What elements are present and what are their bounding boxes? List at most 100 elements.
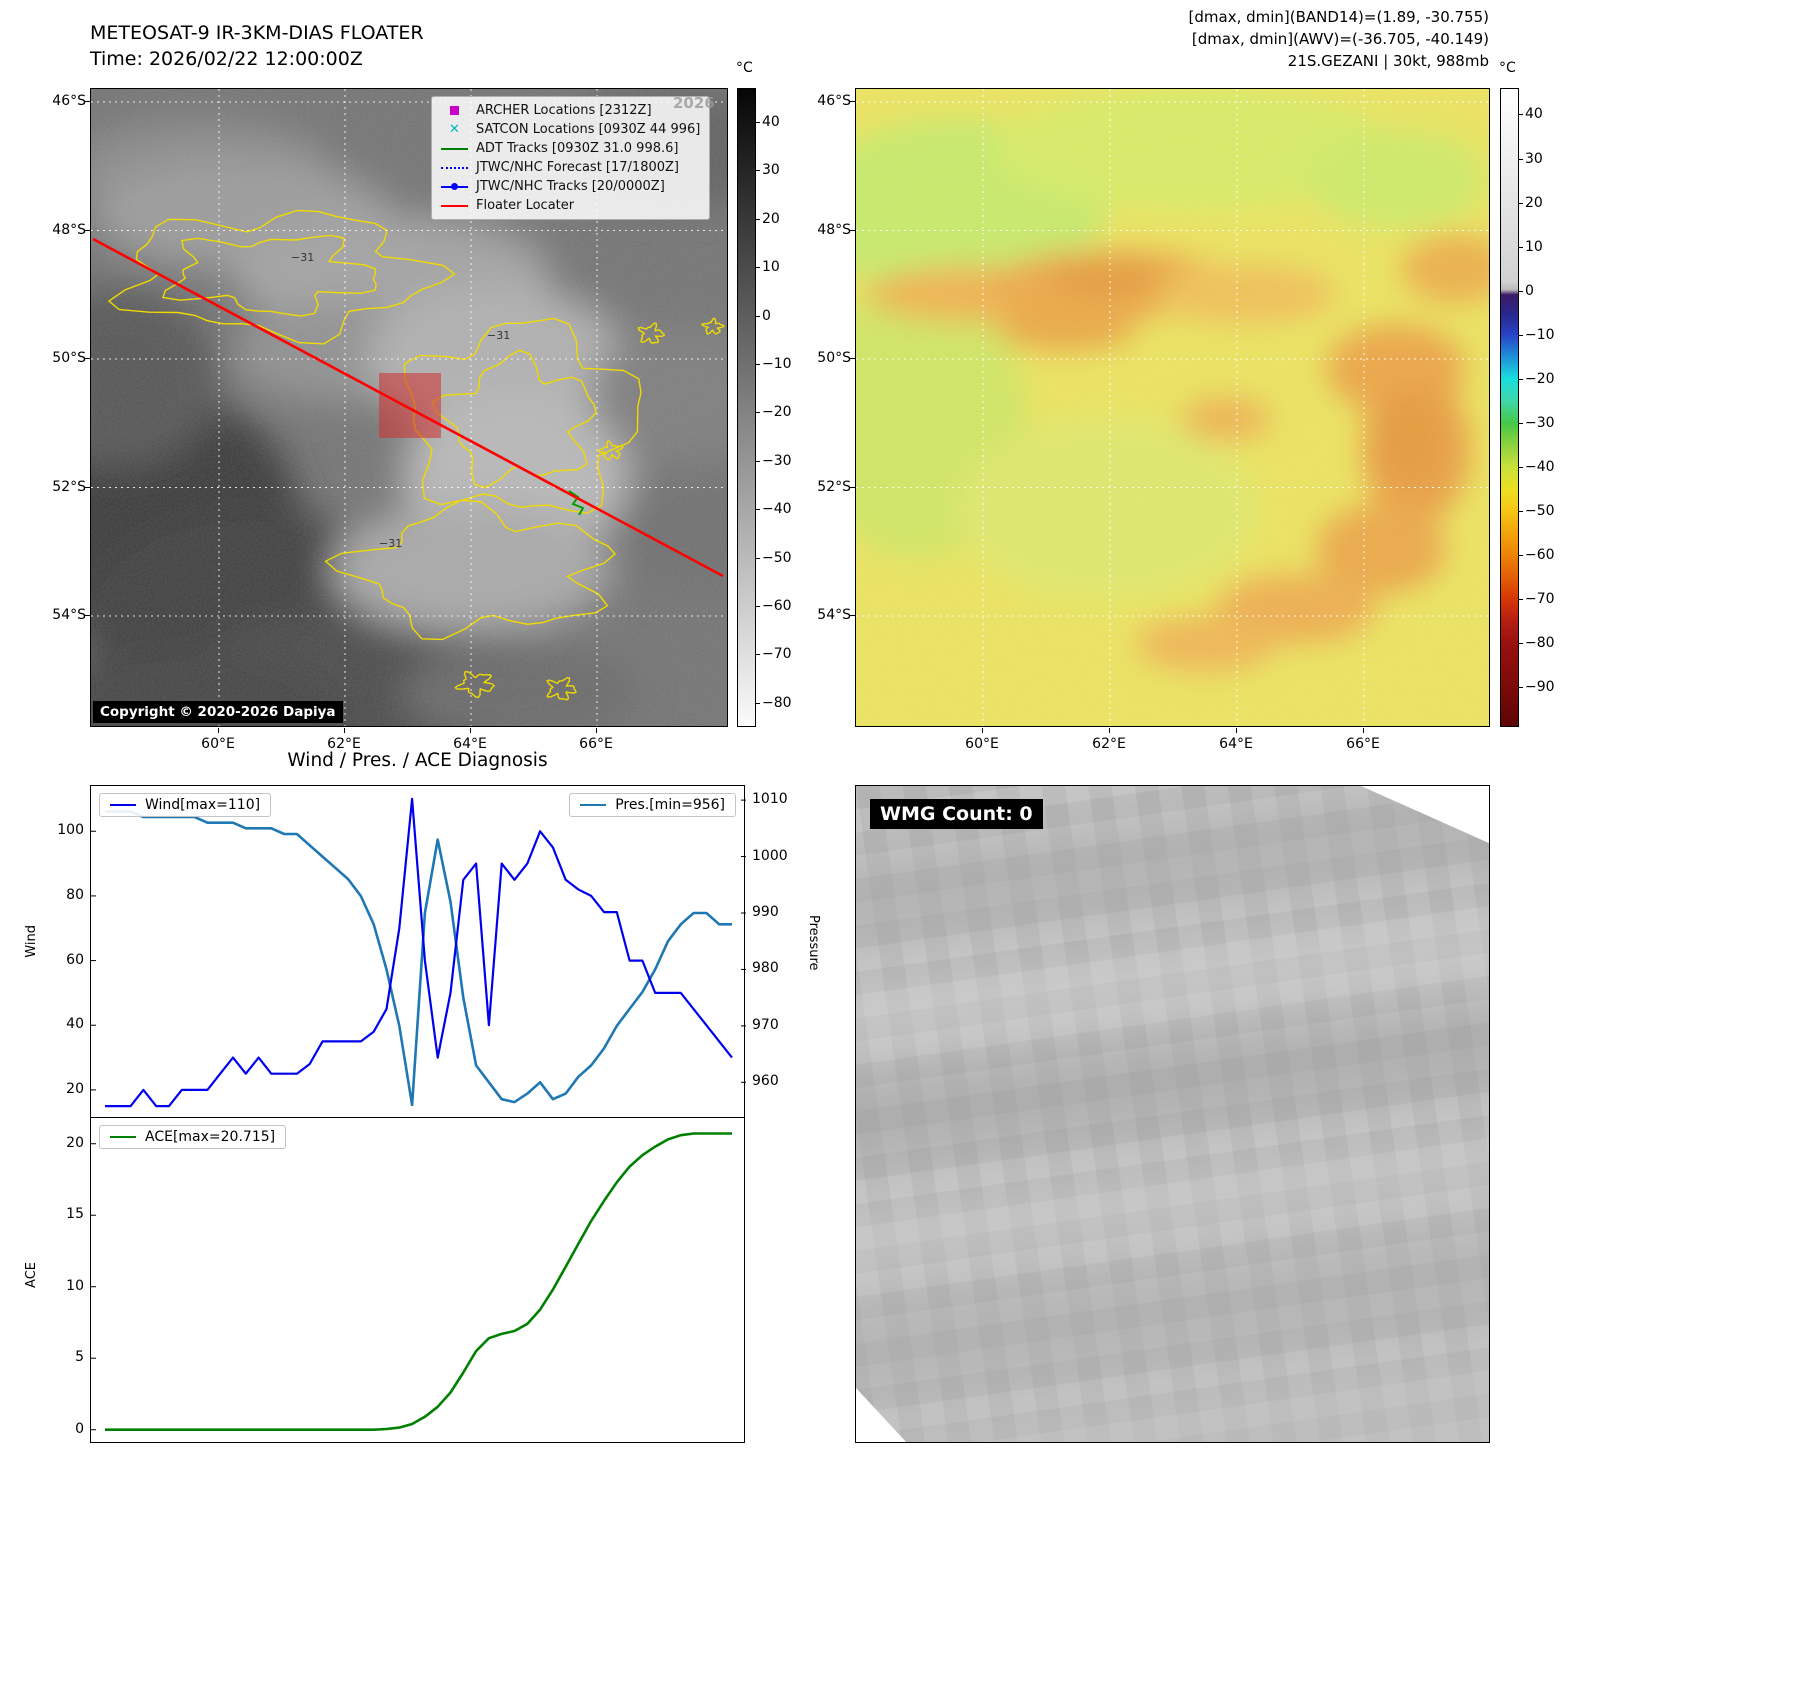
awv-header-awv: [dmax, dmin](AWV)=(-36.705, -40.149): [1191, 30, 1489, 48]
ir-satellite-map: −31 −31 −31 ARCHER Locations [2312Z] ✕ SATCO…: [90, 88, 728, 727]
awv-colorbar-tick: −20: [1525, 370, 1555, 387]
ace-axis-tick: 20: [66, 1134, 84, 1151]
ir-colorbar-tick: 20: [762, 210, 780, 227]
contour-temp-label: −31: [487, 329, 510, 342]
wind-legend: Wind[max=110]: [99, 793, 272, 817]
ir-colorbar-tick: −10: [762, 355, 792, 372]
legend-item: JTWC/NHC Tracks [20/0000Z]: [441, 179, 700, 194]
ace-legend: ACE[max=20.715]: [99, 1125, 287, 1149]
wind-legend-label: Wind[max=110]: [145, 797, 261, 813]
ir-colorbar-tick: 40: [762, 113, 780, 130]
ir-colorbar-tick: 0: [762, 307, 771, 324]
ir-colorbar-tick: −40: [762, 501, 792, 518]
tick-mark: [850, 358, 855, 359]
tick-mark: [756, 509, 760, 511]
contour-path: [454, 670, 495, 698]
diagnosis-title: Wind / Pres. / ACE Diagnosis: [287, 750, 548, 771]
awv-colorbar-tick: −30: [1525, 414, 1555, 431]
tick-mark: [1519, 555, 1523, 557]
wind-axis-tick: 80: [66, 886, 84, 903]
ir-lon-tick: 64°E: [453, 736, 487, 752]
copyright-label: Copyright © 2020-2026 Dapiya: [93, 701, 343, 723]
pressure-axis-tick: 1010: [752, 791, 788, 808]
awv-colorbar: [1500, 88, 1519, 727]
ace-plot: [91, 1132, 732, 1432]
wind-pressure-chart: Wind[max=110] Pres.[min=956]: [90, 785, 746, 1118]
wind-axis-tick: 40: [66, 1016, 84, 1033]
wmg-map: WMG Count: 0: [855, 785, 1490, 1443]
tick-mark: [1519, 246, 1523, 248]
awv-colorbar-tick: −60: [1525, 547, 1555, 564]
tick-mark: [85, 486, 90, 488]
tick-mark: [1519, 687, 1523, 689]
wind-pressure-plot: [91, 797, 746, 1108]
awv-latlon-grid: [856, 89, 1489, 726]
tick-mark: [756, 170, 760, 172]
wmg-edge-cut-top: [1361, 786, 1489, 844]
ace-axis-tick: 15: [66, 1206, 84, 1223]
tick-mark: [1109, 728, 1110, 733]
tick-mark: [1519, 114, 1523, 116]
ir-colorbar: [737, 88, 756, 727]
ir-colorbar-unit: °C: [736, 60, 753, 76]
awv-colorbar-tick: 10: [1525, 238, 1543, 255]
wmg-count-label: WMG Count: 0: [870, 799, 1043, 829]
ir-colorbar-tick: −50: [762, 549, 792, 566]
tick-mark: [1519, 202, 1523, 204]
pressure-axis-tick: 970: [752, 1016, 779, 1033]
x-marker-icon: ✕: [449, 122, 460, 137]
legend-label: JTWC/NHC Tracks [20/0000Z]: [476, 179, 665, 194]
tick-mark: [85, 101, 90, 102]
awv-colorbar-tick: 40: [1525, 106, 1543, 123]
wind-line-swatch: [110, 804, 136, 806]
ir-lat-tick: 54°S: [52, 607, 86, 623]
contour-temp-label: −31: [291, 251, 314, 264]
legend-label: ADT Tracks [0930Z 31.0 998.6]: [476, 141, 679, 156]
pressure-legend-label: Pres.[min=956]: [615, 797, 725, 813]
wind-axis-tick: 60: [66, 951, 84, 968]
square-marker-icon: [441, 106, 468, 115]
awv-colorbar-tick: −10: [1525, 326, 1555, 343]
ir-colorbar-tick: 30: [762, 162, 780, 179]
tick-mark: [850, 615, 855, 616]
tick-mark: [1519, 290, 1523, 292]
tick-mark: [756, 315, 760, 317]
ace-line-swatch: [110, 1136, 136, 1138]
awv-header-band14: [dmax, dmin](BAND14)=(1.89, -30.755): [1188, 8, 1489, 26]
pressure-axis-label: Pressure: [806, 915, 821, 971]
awv-image: [856, 89, 1489, 726]
ir-temperature-contours: −31 −31 −31: [107, 209, 726, 701]
contour-path: [637, 322, 666, 344]
tick-mark: [756, 557, 760, 559]
awv-colorbar-tick: −80: [1525, 635, 1555, 652]
awv-lat-tick: 48°S: [817, 221, 851, 238]
awv-map: [855, 88, 1490, 727]
tick-mark: [596, 728, 597, 733]
awv-colorbar-tick: 30: [1525, 150, 1543, 167]
ace-chart: ACE[max=20.715]: [90, 1117, 745, 1443]
wind-axis-tick: 20: [66, 1080, 84, 1097]
tick-mark: [756, 218, 760, 220]
awv-colorbar-tick: −90: [1525, 679, 1555, 696]
awv-header-storm: 21S.GEZANI | 30kt, 988mb: [1287, 52, 1489, 70]
ir-colorbar-tick: −60: [762, 597, 792, 614]
tick-mark: [1519, 422, 1523, 424]
wmg-edge-cut-bottom: [856, 1388, 907, 1442]
ir-colorbar-tick: −80: [762, 694, 792, 711]
contour-path: [324, 499, 617, 641]
ir-lon-tick: 66°E: [579, 736, 613, 752]
ace-axis-tick: 0: [75, 1420, 84, 1437]
pressure-axis-tick: 990: [752, 903, 779, 920]
legend-label: SATCON Locations [0930Z 44 996]: [476, 122, 701, 137]
tick-mark: [1519, 511, 1523, 513]
ir-colorbar-tick: −20: [762, 404, 792, 421]
tick-mark: [1363, 728, 1364, 733]
tick-mark: [1519, 158, 1523, 160]
ir-lat-tick: 52°S: [52, 478, 86, 495]
contour-path: [701, 317, 726, 335]
wind-line: [105, 797, 733, 1108]
ir-colorbar-tick: −70: [762, 646, 792, 663]
tick-mark: [756, 654, 760, 656]
awv-lat-tick: 46°S: [817, 93, 851, 109]
